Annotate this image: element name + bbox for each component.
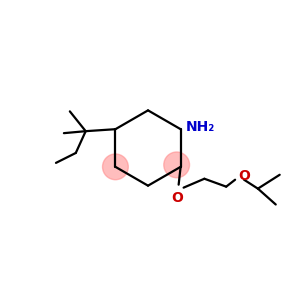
Text: NH₂: NH₂	[186, 120, 215, 134]
Circle shape	[164, 152, 190, 178]
Text: O: O	[238, 169, 250, 183]
Text: O: O	[172, 190, 184, 205]
Circle shape	[103, 154, 128, 180]
